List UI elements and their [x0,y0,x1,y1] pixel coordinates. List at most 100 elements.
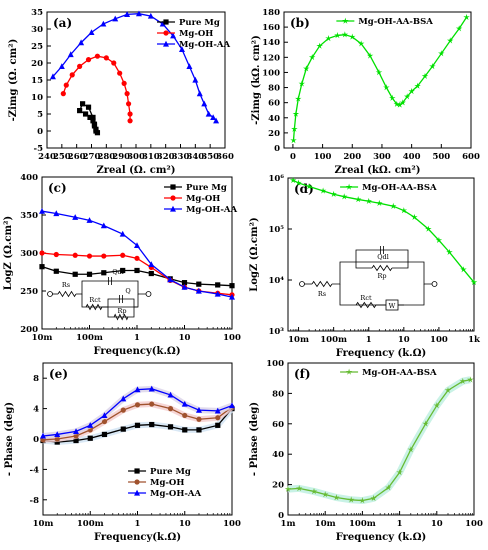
circuit-label: W [389,302,396,310]
data-point [101,431,108,438]
data-point [101,412,108,419]
y-tick-label: 0 [278,511,284,521]
data-point [135,10,142,17]
legend-label: Mg-OH-AA-BSA [362,368,437,378]
legend-marker [170,195,176,201]
data-point [341,31,349,38]
data-point [39,208,45,214]
legend-marker [342,17,349,24]
data-point [308,53,316,61]
panel-label: (e) [49,367,68,381]
data-point [390,202,397,209]
data-point [196,281,202,287]
x-axis-label: Frequency(k.Ω) [93,346,180,357]
data-point [85,104,92,110]
circuit-label: Rct [360,294,372,302]
x-tick-label: 100m [320,335,347,345]
data-point [385,484,392,491]
circuit-wire [107,298,135,307]
resistor-symbol [57,290,77,298]
data-point [210,114,217,120]
circuit-label: Rp [117,307,126,315]
panel-label: (a) [53,16,72,30]
data-point [411,213,418,220]
data-point [93,126,99,132]
x-tick-label: 100 [223,519,241,529]
x-tick-label: 280 [97,152,115,162]
data-point [186,63,193,69]
x-tick-label: 100 [465,519,483,529]
x-tick-label: 100 [314,152,332,162]
x-tick-label: 100 [430,335,448,345]
panel-label: (c) [48,181,67,195]
legend-marker [170,184,176,190]
data-point [127,118,133,124]
x-tick-label: 1 [134,333,140,343]
data-point [215,282,221,288]
plot-frame [283,11,472,149]
y-tick-label: 40 [272,450,284,460]
data-point [359,497,366,504]
data-point [310,488,318,495]
data-point [170,32,177,39]
y-tick-label: 15 [31,76,43,86]
data-point [86,253,93,259]
data-point [124,11,131,17]
data-point [460,266,467,273]
x-tick-label: 10 [431,519,443,529]
y-tick-label: 10⁶ [268,174,284,184]
data-point [370,494,377,502]
x-tick-label: 1k [468,335,481,345]
y-tick-label: 8 [33,374,39,384]
data-point [86,217,93,223]
data-point [39,264,45,270]
data-point [86,271,93,277]
data-point [120,407,126,413]
series-mg-oh [39,250,235,298]
x-tick-label: 270 [83,152,101,162]
data-point [149,401,155,407]
y-tick-label: 30 [31,25,43,35]
x-tick-label: 10m [288,335,309,345]
data-point [101,270,107,276]
x-tick-label: 10m [315,519,336,529]
data-point [201,100,208,107]
data-point [459,377,467,384]
y-tick-label: 80 [272,389,284,399]
chart-panel-a: 240250260270280290300310320330340350360-… [8,8,234,176]
y-tick-label: 200 [20,325,38,335]
data-point [120,426,126,432]
terminal [431,281,438,287]
data-point [77,63,83,69]
data-point [399,99,406,106]
data-point [334,32,341,39]
circuit-label: Qdl [112,268,124,276]
data-point [467,376,474,383]
y-axis-label: -Zimg (Ω. cm²) [8,39,19,122]
legend: Mg-OH-AA-BSA [340,183,437,193]
plot-frame [287,362,475,516]
data-point [215,422,221,428]
data-point [229,283,235,289]
data-point [383,84,390,91]
y-axis-label: - Phase (deg) [4,402,15,476]
data-point [470,278,478,286]
data-point [91,123,98,129]
data-point [94,130,101,136]
data-point [53,251,59,258]
panel-label: (f) [294,367,311,381]
x-axis-label: Frequency (k.Ω) [336,532,427,543]
series-pure-mg [77,101,101,136]
data-point [357,40,365,47]
data-point [463,13,470,21]
x-tick-label: 10m [33,519,54,529]
legend-marker [170,205,176,212]
chart-panel-b: 0 100 200 300 400 500 600 0 20 40 60 80 100 120 140 160… [251,8,480,176]
x-tick-label: 600 [462,152,480,162]
data-point [134,267,140,274]
circuit-label: Rp [377,272,386,280]
x-tick-label: 10 [179,333,191,343]
data-point [63,82,69,88]
series-mg-oh-aa-bsa [290,13,470,144]
